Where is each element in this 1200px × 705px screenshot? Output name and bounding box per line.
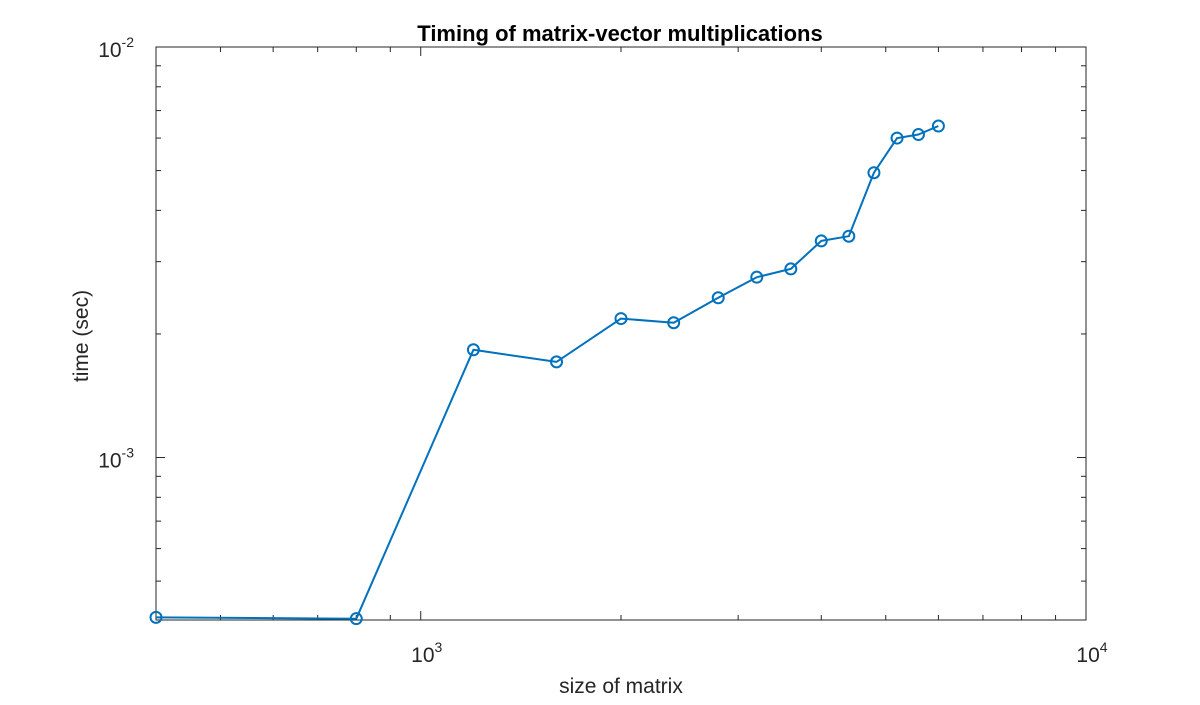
x-axis-label: size of matrix (559, 675, 683, 698)
series-line (155, 125, 939, 620)
x-tick-label: 103 (411, 639, 442, 667)
data-point (349, 612, 363, 626)
data-point (931, 119, 945, 133)
chart-title: Timing of matrix-vector multiplications (417, 21, 822, 46)
data-point (890, 131, 904, 145)
data-point (614, 312, 628, 326)
series-layer (149, 119, 945, 626)
y-tick-label: 10-3 (98, 445, 134, 473)
data-point (466, 343, 480, 357)
data-point (711, 291, 725, 305)
data-point (842, 229, 856, 243)
data-point (911, 128, 925, 142)
data-point (784, 262, 798, 276)
data-point (867, 166, 881, 180)
plot-frame (155, 46, 1087, 621)
x-tick-label: 104 (1076, 639, 1107, 667)
data-point (814, 234, 828, 248)
data-point (750, 270, 764, 284)
y-tick-label: 10-2 (98, 34, 134, 62)
axes (155, 46, 1087, 621)
data-point (667, 316, 681, 330)
data-point (149, 610, 163, 624)
y-axis-label: time (sec) (70, 290, 93, 382)
data-point (550, 355, 564, 369)
tick-labels: 103 104 10-3 10-2 (98, 34, 1108, 667)
